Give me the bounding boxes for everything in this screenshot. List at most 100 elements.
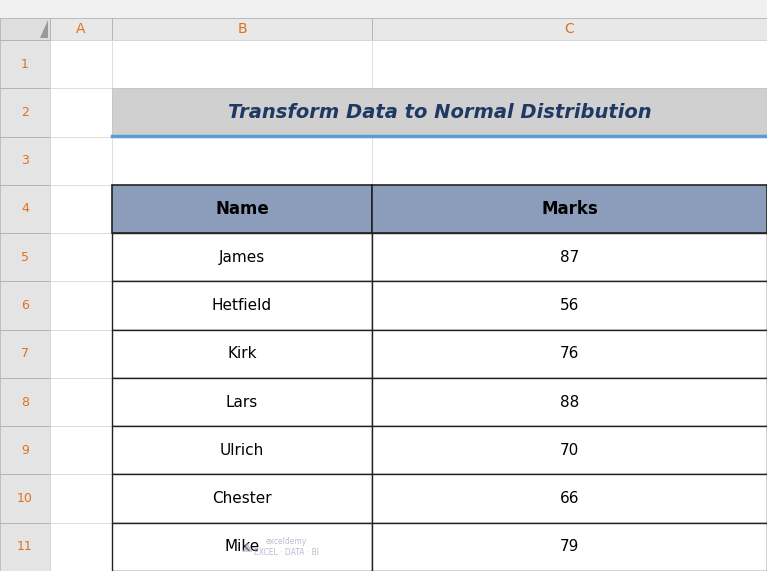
Bar	[50, 475, 112, 522]
Text: 6: 6	[21, 299, 29, 312]
Bar	[372, 378, 767, 426]
Text: 76: 76	[560, 346, 579, 361]
Bar	[372, 40, 767, 89]
Bar	[50, 378, 112, 426]
Bar	[0, 18, 767, 40]
Text: C: C	[565, 22, 574, 36]
Bar	[372, 522, 767, 571]
Bar	[372, 329, 767, 378]
Polygon shape	[242, 542, 252, 552]
Text: A: A	[76, 22, 86, 36]
Bar	[112, 233, 372, 282]
Bar	[50, 136, 112, 185]
Bar	[372, 233, 767, 282]
Text: 3: 3	[21, 154, 29, 167]
Bar	[0, 329, 50, 378]
Bar	[112, 522, 372, 571]
Bar	[0, 233, 50, 282]
Text: James: James	[219, 250, 265, 265]
Bar	[112, 18, 372, 40]
Bar	[112, 185, 372, 233]
Bar	[112, 522, 372, 571]
Bar	[50, 233, 112, 282]
Bar	[0, 378, 50, 426]
Bar	[112, 40, 372, 89]
Bar	[372, 426, 767, 475]
Bar	[372, 475, 767, 522]
Text: Transform Data to Normal Distribution: Transform Data to Normal Distribution	[228, 103, 651, 122]
Bar	[0, 475, 50, 522]
Text: 56: 56	[560, 298, 579, 313]
Bar	[112, 282, 372, 329]
Bar	[50, 40, 112, 89]
Bar	[50, 426, 112, 475]
Bar	[0, 40, 50, 89]
Text: 7: 7	[21, 347, 29, 360]
Text: 70: 70	[560, 443, 579, 458]
Text: 9: 9	[21, 444, 29, 457]
Text: 88: 88	[560, 395, 579, 409]
Bar	[50, 18, 112, 40]
Bar	[0, 426, 50, 475]
Bar	[372, 185, 767, 233]
Bar	[372, 522, 767, 571]
Polygon shape	[40, 20, 48, 38]
Bar	[372, 185, 767, 233]
Bar	[50, 522, 112, 571]
Text: Marks: Marks	[542, 200, 597, 218]
Bar	[372, 329, 767, 378]
Text: 5: 5	[21, 251, 29, 264]
Text: Hetfield: Hetfield	[212, 298, 272, 313]
Text: 10: 10	[17, 492, 33, 505]
Bar	[50, 89, 112, 136]
Bar	[50, 185, 112, 233]
Bar	[112, 185, 372, 233]
Bar	[372, 18, 767, 40]
Bar	[0, 282, 50, 329]
Bar	[0, 185, 50, 233]
Bar	[372, 475, 767, 522]
Bar	[0, 89, 50, 136]
Bar	[372, 136, 767, 185]
Bar	[0, 0, 767, 18]
Text: Name: Name	[215, 200, 269, 218]
Bar	[112, 329, 372, 378]
Bar	[112, 426, 372, 475]
Text: 87: 87	[560, 250, 579, 265]
Text: exceldemy
EXCEL · DATA · BI: exceldemy EXCEL · DATA · BI	[254, 537, 319, 557]
Bar	[50, 329, 112, 378]
Text: 8: 8	[21, 396, 29, 408]
Bar	[0, 136, 50, 185]
Text: 4: 4	[21, 203, 29, 215]
Bar	[112, 282, 372, 329]
Bar	[112, 475, 372, 522]
Text: 79: 79	[560, 540, 579, 554]
Bar	[112, 329, 372, 378]
Text: B: B	[237, 22, 247, 36]
Text: 11: 11	[17, 540, 33, 553]
Bar	[112, 378, 372, 426]
Bar	[0, 522, 50, 571]
Text: 2: 2	[21, 106, 29, 119]
Bar	[112, 233, 372, 282]
Bar	[0, 18, 50, 40]
Bar	[372, 282, 767, 329]
Bar	[112, 89, 767, 136]
Bar	[112, 475, 372, 522]
Text: Mike: Mike	[225, 540, 259, 554]
Text: Kirk: Kirk	[227, 346, 257, 361]
Text: 66: 66	[560, 491, 579, 506]
Bar	[112, 89, 372, 136]
Text: Lars: Lars	[225, 395, 258, 409]
Text: Ulrich: Ulrich	[220, 443, 264, 458]
Bar	[372, 426, 767, 475]
Text: 1: 1	[21, 58, 29, 71]
Bar	[50, 282, 112, 329]
Bar	[112, 378, 372, 426]
Bar	[372, 378, 767, 426]
Bar	[112, 426, 372, 475]
Text: Chester: Chester	[212, 491, 272, 506]
Bar	[112, 136, 372, 185]
Bar	[372, 233, 767, 282]
Bar	[372, 89, 767, 136]
